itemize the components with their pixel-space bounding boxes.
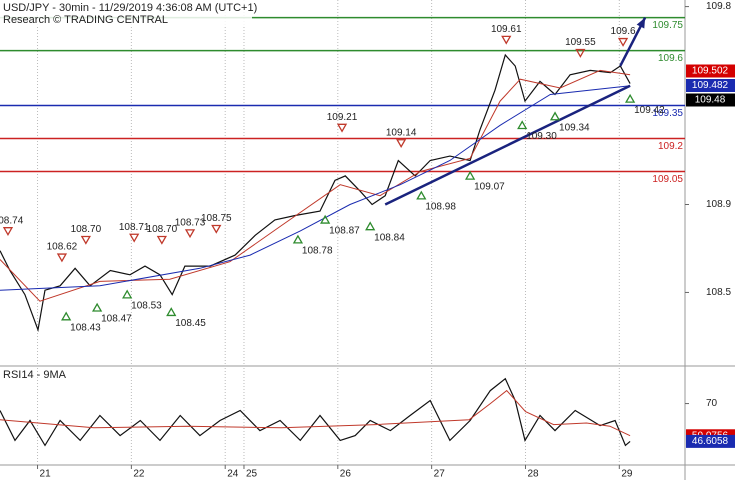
marker-label: 108.75 — [201, 213, 232, 224]
high-marker — [2, 227, 14, 236]
low-marker — [91, 302, 103, 312]
marker-label: 108.53 — [131, 300, 162, 311]
price-line — [0, 389, 631, 437]
marker-label: 108.62 — [47, 242, 78, 253]
x-tick-label: 26 — [340, 469, 352, 480]
marker-label: 108.84 — [374, 232, 405, 243]
level-label: 109.6 — [658, 53, 683, 64]
x-tick-label: 24 — [227, 469, 239, 480]
marker-label: 108.71 — [119, 222, 150, 233]
marker-label: 108.70 — [71, 224, 102, 235]
low-marker — [292, 234, 304, 244]
high-marker — [396, 139, 407, 149]
marker-label: 108.45 — [175, 318, 206, 329]
low-marker — [549, 111, 561, 121]
price-line — [0, 69, 631, 302]
low-marker — [416, 190, 427, 200]
marker-label: 109.6 — [611, 26, 636, 37]
marker-label: 108.73 — [175, 218, 206, 229]
marker-label: 109.42 — [634, 105, 665, 116]
price-line — [0, 377, 631, 447]
high-marker — [156, 235, 167, 245]
y-tick-label: 108.9 — [706, 199, 731, 210]
high-marker — [575, 48, 586, 58]
marker-label: 108.87 — [329, 226, 360, 237]
y-tick-label: 70 — [706, 398, 718, 409]
price-tag-label: 109.502 — [692, 66, 729, 77]
price-line — [0, 53, 631, 333]
level-label: 109.05 — [652, 174, 683, 185]
x-tick-label: 25 — [246, 469, 258, 480]
marker-label: 109.61 — [491, 24, 522, 35]
marker-label: 108.43 — [70, 322, 101, 333]
level-label: 109.2 — [658, 141, 683, 152]
marker-label: 109.34 — [559, 122, 590, 133]
price-tag-label: 109.48 — [695, 95, 726, 106]
high-marker — [211, 224, 222, 234]
high-marker — [56, 253, 68, 263]
low-marker — [166, 307, 177, 317]
x-tick-label: 28 — [527, 469, 539, 480]
marker-label: 108.74 — [0, 215, 24, 226]
low-marker — [624, 93, 636, 103]
low-marker — [122, 289, 133, 299]
marker-label: 109.21 — [327, 112, 358, 123]
price-line — [0, 85, 631, 291]
x-tick-label: 29 — [621, 469, 633, 480]
marker-label: 109.30 — [526, 131, 557, 142]
x-tick-label: 22 — [133, 469, 145, 480]
level-label: 109.35 — [652, 108, 683, 119]
marker-label: 108.70 — [147, 224, 178, 235]
high-marker — [617, 37, 629, 47]
marker-label: 109.55 — [565, 37, 596, 48]
low-marker — [464, 170, 476, 180]
price-tag — [686, 64, 735, 78]
price-tag — [686, 434, 735, 448]
high-marker — [184, 229, 196, 239]
chart-title: USD/JPY - 30min - 11/29/2019 4:36:08 AM … — [3, 2, 257, 14]
marker-label: 109.07 — [474, 182, 505, 193]
marker-label: 108.98 — [425, 202, 456, 213]
x-tick-label: 21 — [40, 469, 52, 480]
high-marker — [501, 35, 512, 45]
marker-label: 108.78 — [302, 246, 333, 257]
y-tick-label: 108.5 — [706, 287, 731, 298]
low-marker — [61, 311, 72, 321]
price-tag-label: 46.6058 — [692, 436, 729, 447]
price-tag-label: 109.482 — [692, 80, 729, 91]
title-background — [0, 0, 252, 26]
trendline — [384, 84, 631, 206]
price-tag — [686, 93, 735, 107]
arrow-head — [636, 17, 646, 29]
high-marker — [336, 123, 348, 133]
low-marker — [320, 214, 331, 224]
marker-label: 109.14 — [386, 127, 417, 138]
chart-subtitle: Research © TRADING CENTRAL — [3, 14, 168, 26]
y-tick-label: 109.8 — [706, 1, 731, 12]
price-tag — [686, 79, 735, 92]
high-marker — [80, 235, 91, 245]
level-label: 109.75 — [652, 20, 683, 31]
indicator-title: RSI14 - 9MA — [3, 369, 67, 381]
low-marker — [517, 120, 528, 130]
high-marker — [129, 233, 140, 243]
low-marker — [365, 221, 376, 231]
marker-label: 108.47 — [101, 314, 132, 325]
x-tick-label: 27 — [434, 469, 446, 480]
